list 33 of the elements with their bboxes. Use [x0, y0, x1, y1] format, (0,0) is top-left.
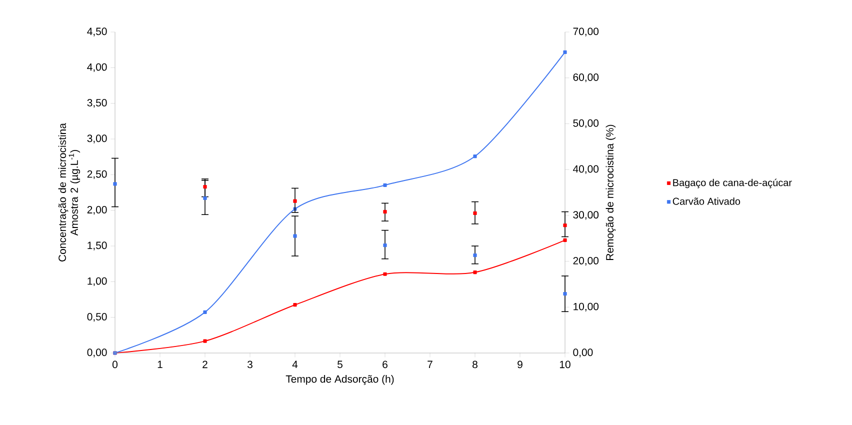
- y2-tick-label: 40,00: [573, 165, 599, 174]
- y2-tick-label: 0,00: [573, 348, 593, 358]
- x-axis-title: Tempo de Adsorção (h): [286, 375, 394, 385]
- x-tick-label: 7: [428, 360, 432, 368]
- y-tick-label: 4,50: [87, 28, 107, 36]
- y-tick-label: 2,00: [87, 206, 107, 215]
- y2-tick-label: 50,00: [573, 119, 599, 128]
- x-tick-label: 6: [382, 360, 388, 368]
- x-tick-label: 1: [158, 360, 162, 368]
- legend-label: Bagaço de cana-de-açúcar: [673, 178, 792, 188]
- y-tick-label: 1,00: [88, 277, 107, 286]
- y-tick-label: 0,00: [87, 348, 107, 358]
- y2-tick-label: 60,00: [573, 74, 599, 82]
- y-tick-label: 3,00: [87, 134, 107, 144]
- x-tick-label: 10: [560, 360, 570, 368]
- x-tick-label: 9: [518, 360, 522, 368]
- legend-label: Carvão Ativado: [672, 198, 740, 205]
- x-tick-label: 4: [292, 360, 298, 368]
- x-tick-label: 8: [472, 360, 478, 368]
- x-tick-label: 5: [338, 360, 342, 368]
- y-tick-label: 4,00: [87, 63, 107, 72]
- x-tick-label: 3: [247, 360, 252, 368]
- y-tick-label: 0,50: [87, 313, 107, 322]
- y2-tick-label: 10,00: [574, 302, 599, 312]
- x-tick-label: 2: [202, 360, 208, 368]
- y2-axis-title: Remoção de microcistina (%): [606, 124, 616, 260]
- y-tick-label: 1,50: [88, 242, 107, 250]
- y2-tick-label: 70,00: [573, 28, 599, 36]
- y-tick-label: 2,50: [87, 170, 107, 179]
- y-tick-label: 3,50: [87, 99, 107, 108]
- y2-tick-label: 20,00: [573, 256, 599, 266]
- y2-tick-label: 30,00: [573, 211, 599, 220]
- x-tick-label: 0: [112, 360, 118, 368]
